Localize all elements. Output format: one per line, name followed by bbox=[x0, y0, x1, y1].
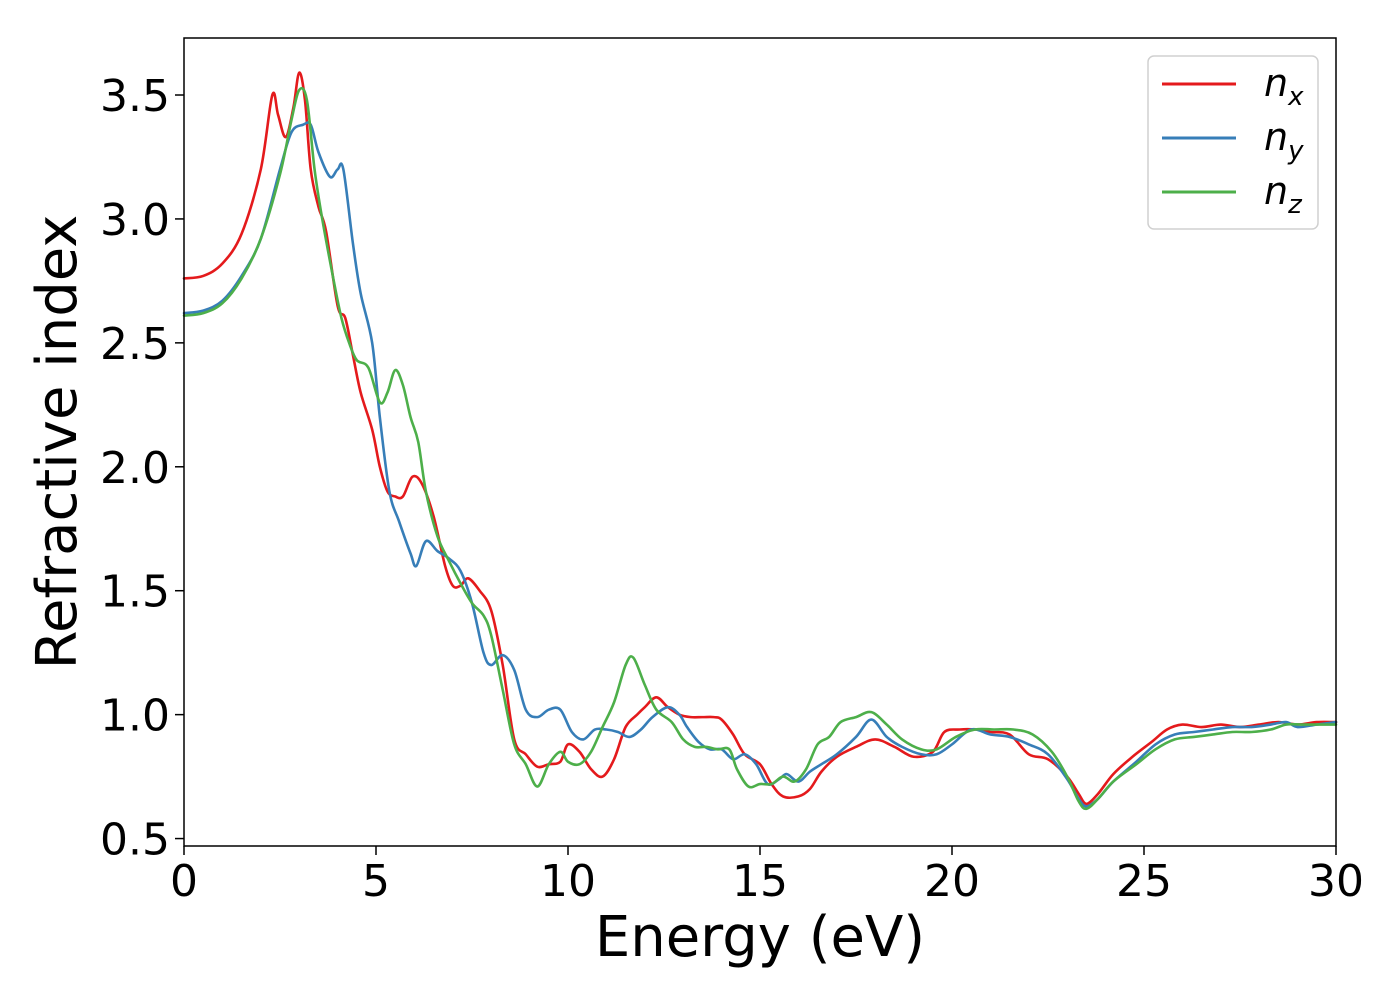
legend-box bbox=[1147, 55, 1319, 230]
y-tick-label: 3.0 bbox=[100, 195, 170, 246]
series-line-y bbox=[182, 121, 1338, 808]
y-tick-label: 1.5 bbox=[100, 567, 170, 618]
y-tick-label: 3.5 bbox=[100, 71, 170, 122]
x-tick-label: 25 bbox=[1116, 856, 1172, 907]
legend-label-x: nx bbox=[1264, 61, 1304, 112]
series-layer bbox=[182, 71, 1338, 811]
y-tick-label: 0.5 bbox=[100, 815, 170, 866]
y-axis-label: Refractive index bbox=[25, 215, 90, 670]
y-tick-label: 2.5 bbox=[100, 319, 170, 370]
x-tick-label: 0 bbox=[170, 856, 198, 907]
y-tick-label: 2.0 bbox=[100, 443, 170, 494]
series-line-x bbox=[182, 71, 1338, 806]
x-tick-label: 5 bbox=[362, 856, 390, 907]
x-tick-label: 20 bbox=[924, 856, 980, 907]
ticks-layer: 0 5 10 15 20 25 30 0.5 1.0 1.5 2.0 2.5 3.0 3.5 bbox=[100, 71, 1364, 907]
series-line-z bbox=[182, 86, 1338, 811]
legend-label-z: nz bbox=[1264, 169, 1303, 220]
x-axis-label: Energy (eV) bbox=[595, 905, 925, 970]
x-tick-label: 10 bbox=[540, 856, 596, 907]
legend-label-y: ny bbox=[1264, 115, 1304, 166]
x-tick-label: 30 bbox=[1308, 856, 1364, 907]
x-tick-label: 15 bbox=[732, 856, 788, 907]
y-tick-label: 1.0 bbox=[100, 691, 170, 742]
